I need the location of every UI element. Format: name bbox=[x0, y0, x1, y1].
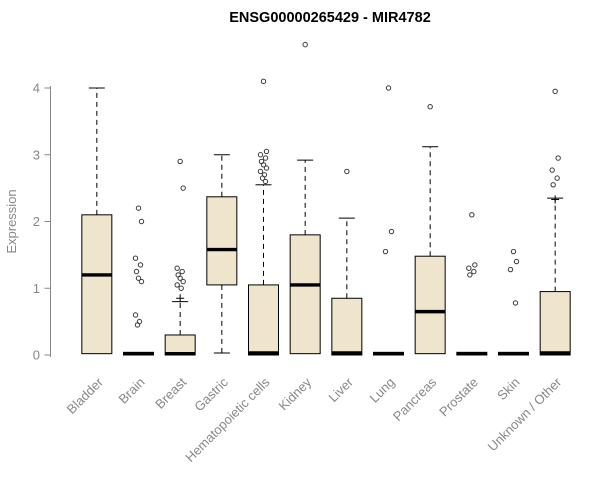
outlier-point bbox=[180, 278, 186, 285]
x-tick-label: Breast bbox=[152, 374, 189, 411]
outlier-point bbox=[138, 278, 145, 285]
box-group-2 bbox=[164, 158, 196, 356]
y-tick-label: 0 bbox=[33, 348, 40, 363]
outlier-point bbox=[263, 148, 270, 155]
x-tick-label: Skin bbox=[494, 375, 522, 403]
y-axis-title: Expression bbox=[4, 189, 19, 253]
outlier-point bbox=[257, 152, 264, 158]
x-tick-label: Pancreas bbox=[390, 374, 440, 424]
outlier-point bbox=[177, 158, 183, 165]
outlier-point bbox=[263, 165, 270, 171]
x-tick-label: Brain bbox=[116, 375, 148, 407]
outlier-point bbox=[427, 103, 433, 110]
y-tick-label: 1 bbox=[33, 281, 40, 296]
outlier-point bbox=[138, 218, 145, 225]
box-group-6 bbox=[331, 168, 363, 356]
outlier-point bbox=[471, 268, 477, 275]
outlier-point bbox=[257, 168, 264, 175]
outlier-point bbox=[552, 88, 558, 95]
x-tick-label: Gastric bbox=[191, 374, 231, 414]
outlier-point bbox=[179, 268, 185, 275]
outlier-point bbox=[554, 175, 560, 181]
box-rect bbox=[206, 196, 238, 286]
outlier-point bbox=[262, 155, 269, 161]
outlier-point bbox=[262, 178, 269, 185]
box-group-8 bbox=[414, 103, 446, 355]
box-group-11 bbox=[539, 88, 571, 356]
box-group-7 bbox=[373, 85, 404, 356]
outlier-point bbox=[550, 182, 556, 188]
outlier-point bbox=[174, 282, 180, 288]
outlier-point bbox=[260, 78, 267, 85]
box-rect bbox=[81, 214, 113, 355]
outlier-point bbox=[466, 265, 472, 271]
x-tick-label: Unknown / Other bbox=[485, 374, 565, 454]
outlier-point bbox=[135, 275, 142, 281]
box-rect bbox=[539, 291, 571, 356]
y-tick-label: 4 bbox=[33, 81, 40, 96]
outlier-point bbox=[137, 262, 144, 268]
outlier-point bbox=[180, 185, 186, 191]
outlier-point bbox=[132, 312, 139, 318]
box-group-0 bbox=[81, 87, 113, 355]
outlier-point bbox=[177, 275, 183, 281]
outlier-point bbox=[469, 212, 475, 218]
outlier-point bbox=[507, 266, 514, 273]
outlier-point bbox=[134, 322, 141, 328]
box-group-1 bbox=[123, 205, 154, 356]
outlier-point bbox=[512, 300, 519, 306]
outlier-point bbox=[513, 258, 520, 265]
box-rect bbox=[248, 284, 279, 356]
box-group-4 bbox=[248, 78, 279, 356]
x-tick-label: Bladder bbox=[64, 374, 107, 417]
box-group-5 bbox=[289, 41, 321, 355]
box-group-10 bbox=[498, 248, 529, 356]
plot-layer: 0 1 2 3 4 Expression Bladder Brain Breast Gastric… bbox=[4, 41, 571, 465]
outlier-point bbox=[174, 265, 180, 271]
x-tick-label: Liver bbox=[325, 374, 356, 405]
box-rect bbox=[331, 297, 363, 356]
outlier-point bbox=[135, 205, 142, 211]
outlier-point bbox=[259, 175, 266, 181]
chart-title: ENSG00000265429 - MIR4782 bbox=[229, 10, 431, 26]
outlier-point bbox=[549, 167, 555, 173]
outlier-point bbox=[382, 248, 389, 255]
outlier-point bbox=[133, 268, 140, 275]
outlier-point bbox=[260, 162, 267, 168]
outlier-point bbox=[344, 168, 350, 175]
x-tick-label: Lung bbox=[367, 375, 398, 406]
box-rect bbox=[289, 234, 321, 355]
outlier-point bbox=[510, 248, 517, 255]
outlier-point bbox=[178, 285, 184, 291]
x-tick-label: Prostate bbox=[436, 375, 481, 420]
x-tick-label: Kidney bbox=[276, 374, 315, 413]
outlier-point bbox=[555, 155, 561, 161]
y-tick-label: 3 bbox=[33, 147, 40, 162]
box-group-9 bbox=[456, 212, 488, 356]
outlier-point bbox=[388, 228, 395, 235]
outlier-point bbox=[467, 272, 473, 278]
y-tick-label: 2 bbox=[33, 214, 40, 229]
outlier-point bbox=[472, 262, 478, 268]
outlier-point bbox=[132, 255, 139, 261]
box-group-3 bbox=[206, 154, 238, 354]
box-rect bbox=[414, 255, 446, 355]
outlier-point bbox=[302, 41, 308, 48]
outlier-point bbox=[385, 85, 392, 91]
